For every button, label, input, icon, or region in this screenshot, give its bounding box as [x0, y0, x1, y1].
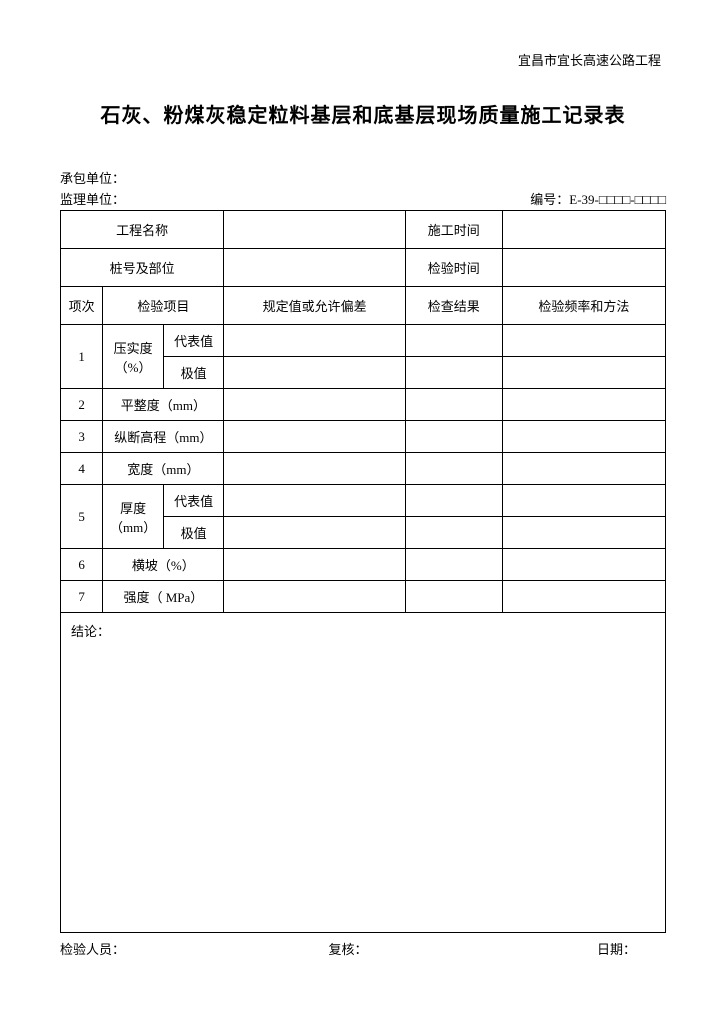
- footer-inspector: 检验人员：: [60, 939, 252, 958]
- table-row: 4 宽度（mm）: [61, 453, 666, 485]
- conclusion-cell: 结论：: [61, 613, 666, 933]
- cell-method: [502, 517, 665, 549]
- cell-inspect-time-label: 检验时间: [405, 249, 502, 287]
- document-title: 石灰、粉煤灰稳定粒料基层和底基层现场质量施工记录表: [60, 99, 666, 128]
- supervisor-label: 监理单位：: [60, 189, 125, 208]
- header-spec: 规定值或允许偏差: [224, 287, 406, 325]
- cell-sub: 代表值: [163, 325, 224, 357]
- cell-seq: 5: [61, 485, 103, 549]
- table-row: 3 纵断高程（mm）: [61, 421, 666, 453]
- cell-station-label: 桩号及部位: [61, 249, 224, 287]
- table-row: 桩号及部位 检验时间: [61, 249, 666, 287]
- cell-item-name: 厚度（mm）: [103, 485, 164, 549]
- cell-method: [502, 485, 665, 517]
- table-row: 2 平整度（mm）: [61, 389, 666, 421]
- cell-construct-time-value: [502, 211, 665, 249]
- cell-seq: 1: [61, 325, 103, 389]
- info-row-1: 承包单位：: [60, 168, 666, 187]
- table-row: 工程名称 施工时间: [61, 211, 666, 249]
- cell-project-name-value: [224, 211, 406, 249]
- header-item: 检验项目: [103, 287, 224, 325]
- cell-sub: 代表值: [163, 485, 224, 517]
- cell-seq: 3: [61, 421, 103, 453]
- cell-result: [405, 517, 502, 549]
- cell-result: [405, 485, 502, 517]
- cell-method: [502, 581, 665, 613]
- cell-item-name: 横坡（%）: [103, 549, 224, 581]
- cell-seq: 6: [61, 549, 103, 581]
- cell-construct-time-label: 施工时间: [405, 211, 502, 249]
- cell-item-name: 强度（ MPa）: [103, 581, 224, 613]
- cell-item-name: 压实度（%）: [103, 325, 164, 389]
- info-row-2: 监理单位： 编号：E-39-□□□□-□□□□: [60, 189, 666, 208]
- header-seq: 项次: [61, 287, 103, 325]
- cell-spec: [224, 581, 406, 613]
- cell-method: [502, 325, 665, 357]
- cell-method: [502, 421, 665, 453]
- project-header: 宜昌市宜长高速公路工程: [60, 50, 666, 69]
- header-result: 检查结果: [405, 287, 502, 325]
- cell-seq: 7: [61, 581, 103, 613]
- cell-item-name: 纵断高程（mm）: [103, 421, 224, 453]
- cell-spec: [224, 357, 406, 389]
- cell-method: [502, 389, 665, 421]
- cell-result: [405, 325, 502, 357]
- cell-seq: 2: [61, 389, 103, 421]
- header-method: 检验频率和方法: [502, 287, 665, 325]
- contractor-label: 承包单位：: [60, 168, 125, 187]
- cell-result: [405, 581, 502, 613]
- cell-spec: [224, 421, 406, 453]
- main-table: 工程名称 施工时间 桩号及部位 检验时间 项次 检验项目 规定值或允许偏差 检查…: [60, 210, 666, 933]
- cell-spec: [224, 485, 406, 517]
- cell-project-name-label: 工程名称: [61, 211, 224, 249]
- cell-spec: [224, 325, 406, 357]
- cell-sub: 极值: [163, 357, 224, 389]
- conclusion-row: 结论：: [61, 613, 666, 933]
- cell-method: [502, 453, 665, 485]
- cell-seq: 4: [61, 453, 103, 485]
- cell-inspect-time-value: [502, 249, 665, 287]
- footer-date: 日期：: [444, 939, 666, 958]
- cell-result: [405, 549, 502, 581]
- table-row: 7 强度（ MPa）: [61, 581, 666, 613]
- table-header-row: 项次 检验项目 规定值或允许偏差 检查结果 检验频率和方法: [61, 287, 666, 325]
- cell-item-name: 平整度（mm）: [103, 389, 224, 421]
- number-label: 编号：E-39-□□□□-□□□□: [530, 189, 666, 208]
- cell-item-name: 宽度（mm）: [103, 453, 224, 485]
- cell-method: [502, 549, 665, 581]
- cell-station-value: [224, 249, 406, 287]
- cell-spec: [224, 453, 406, 485]
- table-row: 5 厚度（mm） 代表值: [61, 485, 666, 517]
- cell-method: [502, 357, 665, 389]
- cell-result: [405, 357, 502, 389]
- cell-sub: 极值: [163, 517, 224, 549]
- cell-result: [405, 453, 502, 485]
- cell-result: [405, 389, 502, 421]
- footer-row: 检验人员： 复核： 日期：: [60, 939, 666, 958]
- cell-result: [405, 421, 502, 453]
- cell-spec: [224, 517, 406, 549]
- table-row: 1 压实度（%） 代表值: [61, 325, 666, 357]
- footer-reviewer: 复核：: [252, 939, 444, 958]
- cell-spec: [224, 389, 406, 421]
- table-row: 6 横坡（%）: [61, 549, 666, 581]
- cell-spec: [224, 549, 406, 581]
